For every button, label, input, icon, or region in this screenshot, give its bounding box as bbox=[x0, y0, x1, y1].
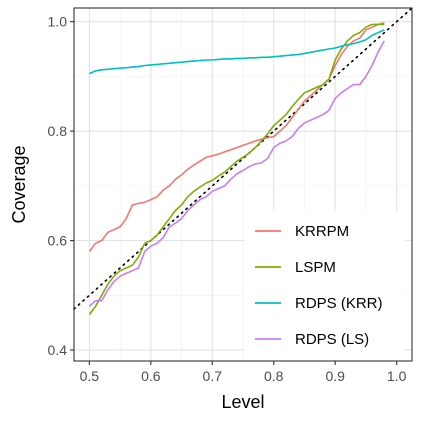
y-tick-label: 0.8 bbox=[48, 123, 68, 139]
series-line-rdps-ls bbox=[88, 40, 385, 307]
panel-border bbox=[73, 7, 413, 362]
legend-background bbox=[245, 211, 405, 361]
series-line-krrpm bbox=[88, 22, 385, 252]
legend-label: KRRPM bbox=[295, 223, 349, 240]
series-group bbox=[88, 22, 385, 315]
x-tick-label: 0.6 bbox=[141, 368, 161, 384]
x-tick-label: 0.9 bbox=[325, 368, 345, 384]
y-axis-title: Coverage bbox=[9, 145, 29, 223]
legend: KRRPM LSPM RDPS (KRR) RDPS (LS) bbox=[245, 211, 405, 361]
legend-label: RDPS (KRR) bbox=[295, 295, 383, 312]
x-axis-ticks: 0.5 0.6 0.7 0.8 0.9 1.0 bbox=[80, 361, 407, 384]
y-tick-label: 1.0 bbox=[48, 14, 68, 30]
series-line-lspm bbox=[88, 23, 385, 315]
y-tick-label: 0.6 bbox=[48, 233, 68, 249]
x-tick-label: 0.5 bbox=[80, 368, 100, 384]
legend-label: LSPM bbox=[295, 259, 336, 276]
legend-label: RDPS (LS) bbox=[295, 331, 369, 348]
series-line-rdps-krr bbox=[89, 29, 385, 75]
x-tick-label: 0.7 bbox=[203, 368, 223, 384]
x-tick-label: 1.0 bbox=[387, 368, 407, 384]
y-tick-label: 0.4 bbox=[48, 342, 68, 358]
x-axis-title: Level bbox=[221, 392, 264, 412]
y-axis-ticks: 0.4 0.6 0.8 1.0 bbox=[48, 14, 74, 358]
x-tick-label: 0.8 bbox=[264, 368, 284, 384]
